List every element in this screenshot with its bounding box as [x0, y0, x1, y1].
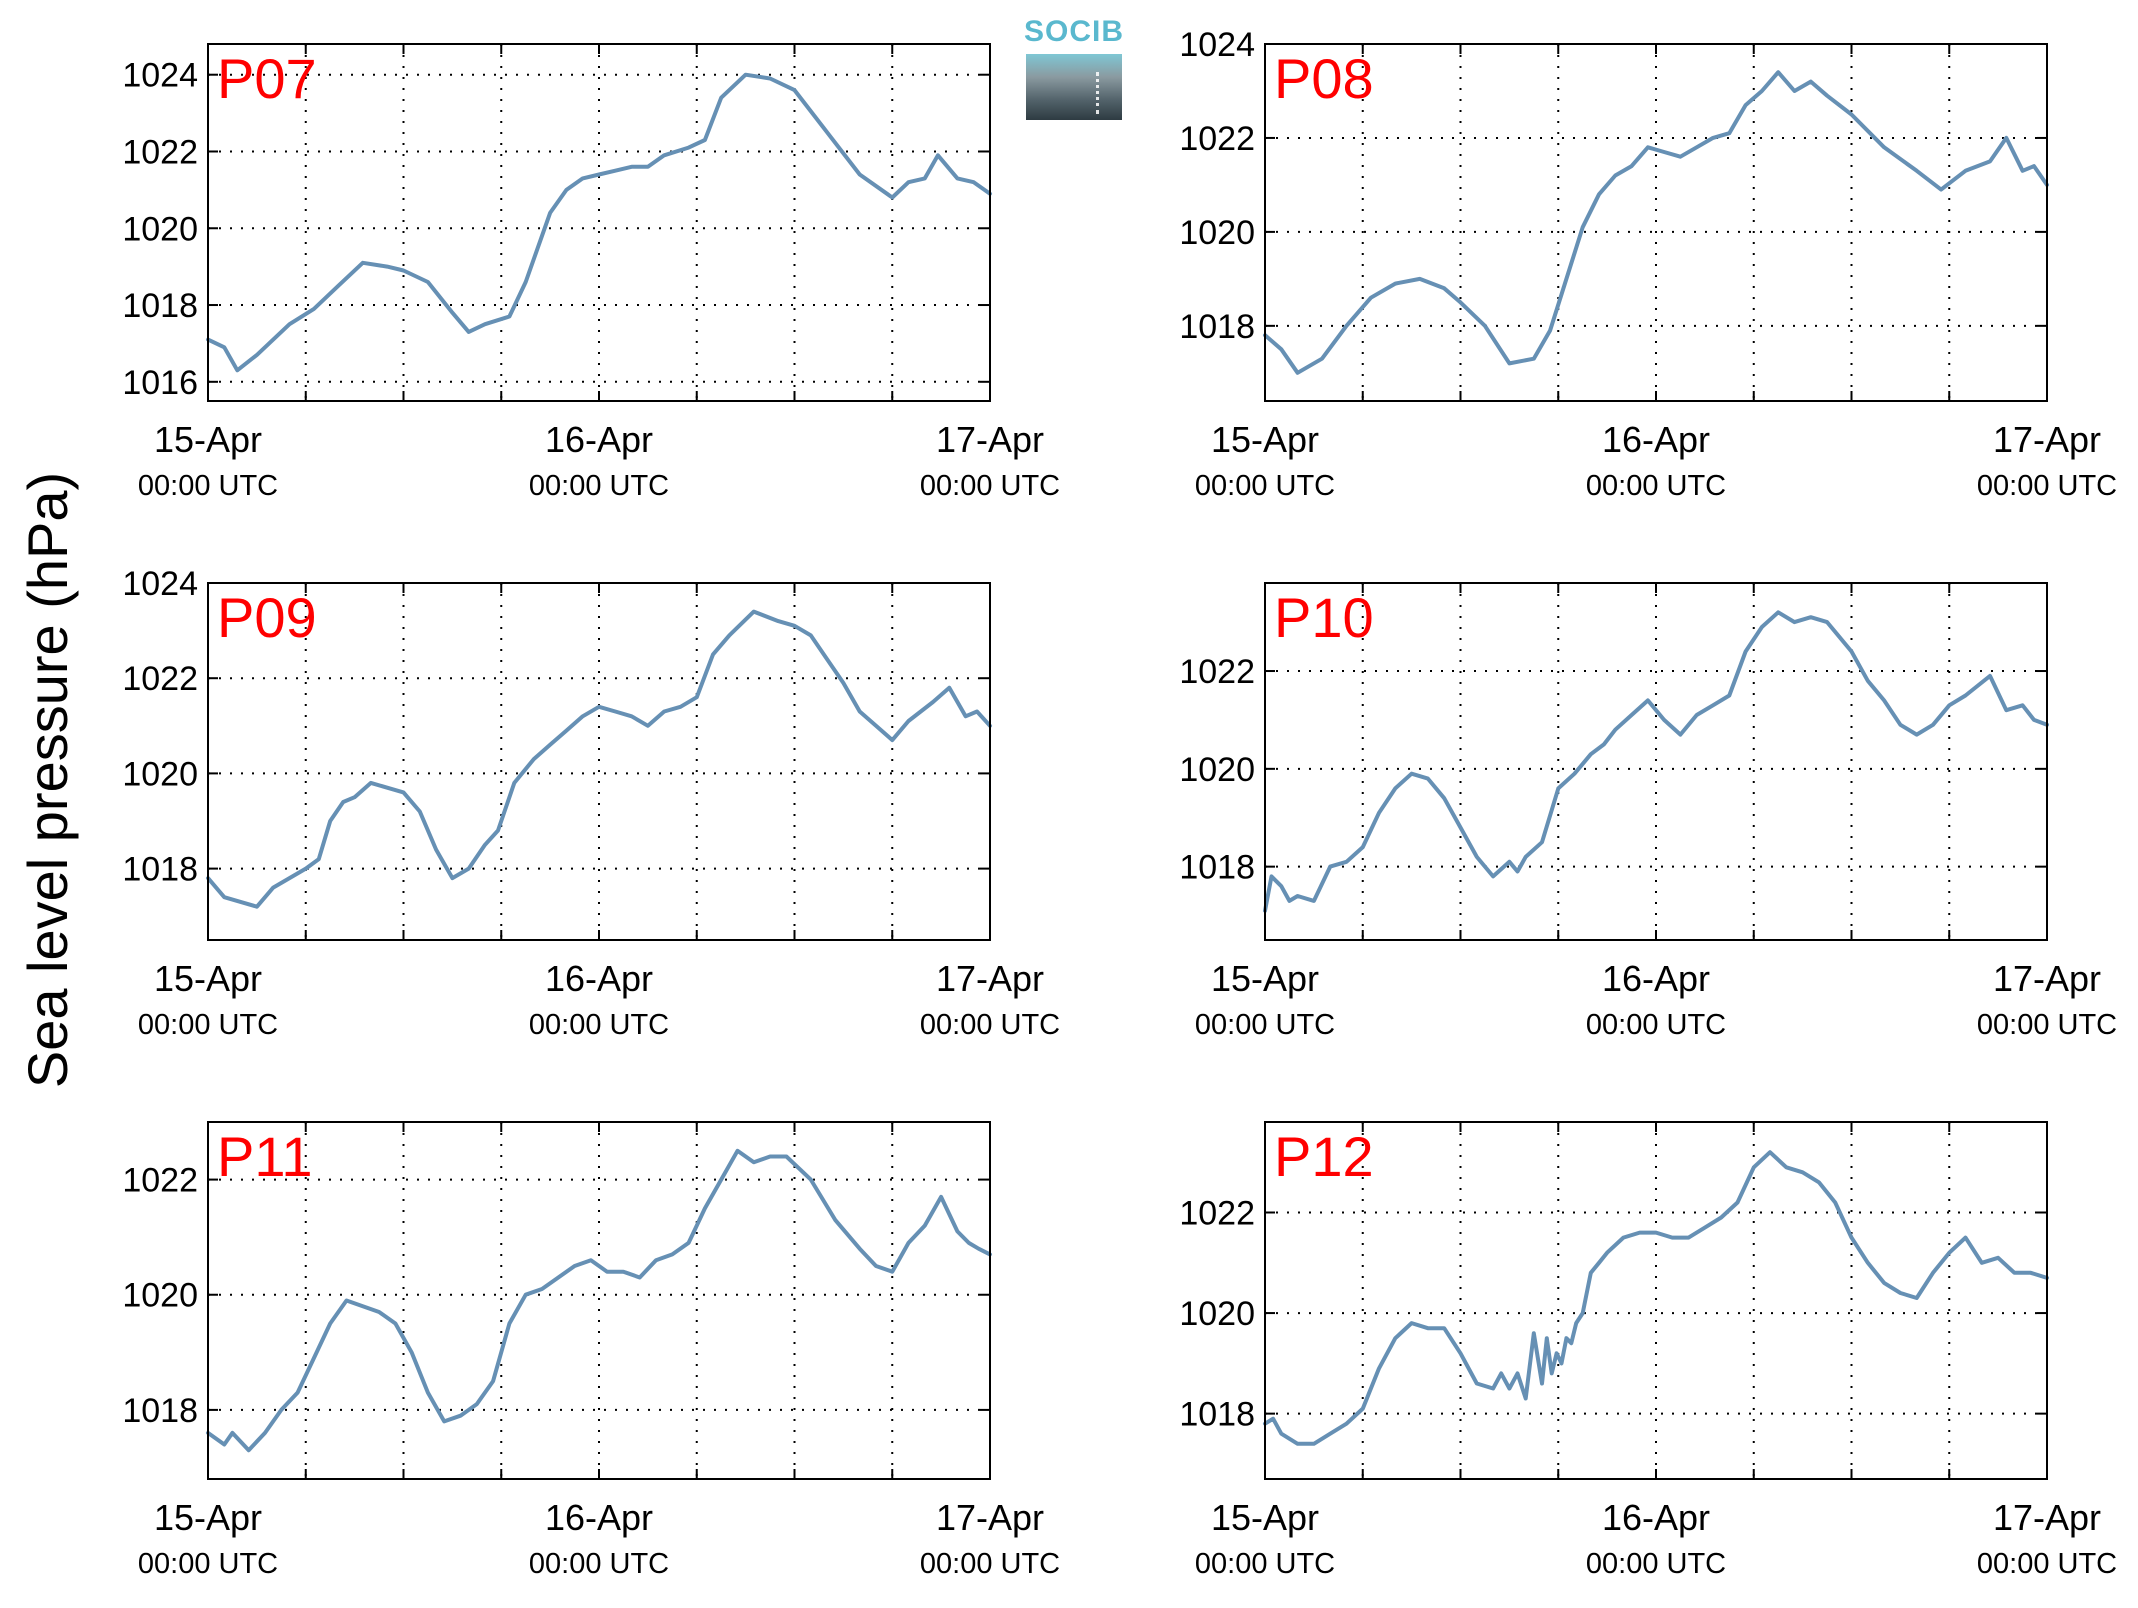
x-tick-label-date: 16-Apr [1602, 419, 1710, 460]
x-tick-label-date: 17-Apr [1993, 419, 2101, 460]
x-tick-label-time: 00:00 UTC [529, 1548, 669, 1580]
y-tick-label: 1020 [1179, 214, 1255, 252]
y-tick-label: 1020 [122, 1277, 198, 1315]
chart-panel-p08: 1018 1020 1022 1024 15-Apr 00:00 UTC 16-Apr 00:… [1179, 26, 2117, 502]
x-tick-label-time: 00:00 UTC [1977, 1548, 2117, 1580]
axes-frame [1264, 43, 2048, 402]
x-tick-label-time: 00:00 UTC [920, 1548, 1060, 1580]
x-tick-label-date: 17-Apr [1993, 1497, 2101, 1538]
x-tick-label-date: 15-Apr [1211, 958, 1319, 999]
x-tick-label-time: 00:00 UTC [1586, 1548, 1726, 1580]
y-tick-label: 1018 [122, 851, 198, 889]
y-tick-label: 1018 [1179, 849, 1255, 887]
socib-logo: SOCIB [1023, 14, 1125, 122]
x-tick-label-date: 17-Apr [1993, 958, 2101, 999]
series-line [1263, 70, 2049, 375]
panel-station-label: P12 [1274, 1125, 1374, 1188]
y-tick-label: 1020 [122, 755, 198, 793]
x-tick-label-time: 00:00 UTC [920, 470, 1060, 502]
y-tick-label: 1020 [1179, 751, 1255, 789]
chart-panel-p11: 1018 1020 1022 15-Apr 00:00 UTC 16-Apr 00:00 U… [122, 1121, 1060, 1580]
x-tick-label-date: 16-Apr [545, 958, 653, 999]
y-tick-label: 1018 [1179, 1396, 1255, 1434]
x-tick-label-time: 00:00 UTC [1195, 1009, 1335, 1041]
y-axis-label: Sea level pressure (hPa) [16, 471, 79, 1089]
panel-station-label: P07 [217, 47, 317, 110]
axes-frame [207, 43, 991, 402]
chart-panel-p12: 1018 1020 1022 15-Apr 00:00 UTC 16-Apr 00:00 U… [1179, 1121, 2117, 1580]
x-tick-label-time: 00:00 UTC [138, 1548, 278, 1580]
x-tick-label-date: 17-Apr [936, 1497, 1044, 1538]
y-tick-label: 1024 [122, 57, 198, 95]
y-tick-label: 1020 [122, 210, 198, 248]
series-line [1263, 1150, 2049, 1446]
axes-frame [207, 1121, 991, 1480]
axes-frame [1264, 1121, 2048, 1480]
x-tick-label-date: 16-Apr [545, 1497, 653, 1538]
chart-panel-p07: 1016 1018 1020 1022 1024 15-Apr 00:00 UTC 16-Ap… [122, 43, 1060, 502]
y-tick-label: 1022 [1179, 1195, 1255, 1233]
x-tick-label-time: 00:00 UTC [1586, 470, 1726, 502]
y-tick-label: 1018 [122, 1392, 198, 1430]
x-tick-label-time: 00:00 UTC [1586, 1009, 1726, 1041]
axes-frame [207, 582, 991, 941]
y-tick-label: 1018 [1179, 308, 1255, 346]
axes-frame [1264, 582, 2048, 941]
y-tick-label: 1018 [122, 287, 198, 325]
x-tick-label-time: 00:00 UTC [920, 1009, 1060, 1041]
x-tick-label-date: 16-Apr [1602, 958, 1710, 999]
x-tick-label-time: 00:00 UTC [1977, 1009, 2117, 1041]
y-tick-label: 1022 [1179, 120, 1255, 158]
y-tick-label: 1024 [1179, 26, 1255, 64]
x-tick-label-date: 15-Apr [154, 958, 262, 999]
chart-panel-p10: 1018 1020 1022 15-Apr 00:00 UTC 16-Apr 00:00 U… [1179, 582, 2117, 1041]
y-tick-label: 1020 [1179, 1295, 1255, 1333]
series-line [206, 609, 992, 909]
x-tick-label-time: 00:00 UTC [1195, 470, 1335, 502]
panel-station-label: P11 [217, 1125, 312, 1188]
x-tick-label-time: 00:00 UTC [138, 470, 278, 502]
chart-panel-p09: 1018 1020 1022 1024 15-Apr 00:00 UTC 16-Apr 00:… [122, 565, 1060, 1041]
x-tick-label-date: 15-Apr [1211, 419, 1319, 460]
x-tick-label-date: 16-Apr [1602, 1497, 1710, 1538]
y-tick-label: 1022 [122, 133, 198, 171]
x-tick-label-date: 15-Apr [154, 419, 262, 460]
panel-station-label: P09 [217, 586, 317, 649]
panel-station-label: P08 [1274, 47, 1374, 110]
panel-station-label: P10 [1274, 586, 1374, 649]
socib-logo-text: SOCIB [1023, 15, 1124, 48]
x-tick-label-time: 00:00 UTC [1195, 1548, 1335, 1580]
x-tick-label-date: 16-Apr [545, 419, 653, 460]
series-line [206, 1148, 992, 1453]
socib-logo-band [1026, 54, 1122, 120]
x-tick-label-date: 17-Apr [936, 419, 1044, 460]
series-line [206, 72, 992, 373]
y-tick-label: 1024 [122, 565, 198, 603]
series-line [1263, 610, 2049, 913]
x-tick-label-time: 00:00 UTC [529, 1009, 669, 1041]
y-tick-label: 1022 [122, 660, 198, 698]
y-tick-label: 1016 [122, 364, 198, 402]
x-tick-label-time: 00:00 UTC [138, 1009, 278, 1041]
x-tick-label-time: 00:00 UTC [1977, 470, 2117, 502]
x-tick-label-date: 15-Apr [154, 1497, 262, 1538]
x-tick-label-date: 17-Apr [936, 958, 1044, 999]
y-tick-label: 1022 [1179, 653, 1255, 691]
x-tick-label-date: 15-Apr [1211, 1497, 1319, 1538]
x-tick-label-time: 00:00 UTC [529, 470, 669, 502]
socib-logo-mast [1096, 72, 1099, 114]
y-tick-label: 1022 [122, 1162, 198, 1200]
